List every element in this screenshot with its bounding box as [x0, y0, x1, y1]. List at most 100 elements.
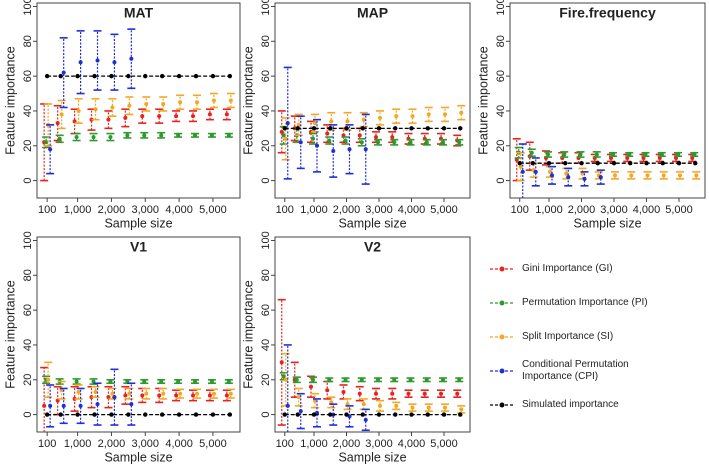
legend-label: Gini Importance (GI) — [522, 263, 613, 274]
error-bar — [424, 403, 433, 412]
simulated-point — [109, 412, 114, 417]
error-bar — [59, 387, 68, 425]
point — [226, 379, 231, 384]
error-bar — [457, 104, 466, 121]
error-bar — [142, 96, 151, 112]
legend-symbol — [490, 266, 514, 272]
simulated-point — [75, 73, 80, 79]
error-bar — [357, 138, 366, 147]
point — [392, 377, 397, 382]
point — [125, 133, 130, 138]
error-bar — [44, 103, 53, 147]
point — [394, 114, 399, 119]
point — [279, 360, 284, 365]
simulated-point — [176, 412, 182, 417]
y-tick-label: 60 — [22, 70, 34, 82]
point — [410, 405, 415, 410]
simulated-point — [210, 412, 216, 417]
simulated-point — [109, 73, 114, 79]
simulated-point — [44, 412, 50, 417]
simulated-point — [441, 412, 447, 417]
simulated-point — [693, 160, 698, 166]
point — [390, 135, 395, 140]
point — [178, 100, 183, 105]
point — [327, 377, 332, 382]
point — [311, 377, 315, 382]
simulated-point — [360, 412, 365, 417]
point — [692, 152, 697, 157]
error-bar — [76, 30, 85, 95]
error-bar — [57, 99, 66, 130]
point — [378, 403, 382, 408]
error-bar — [580, 171, 589, 187]
point — [529, 150, 534, 155]
x-tick-label: 3,000 — [132, 438, 160, 450]
point — [57, 136, 62, 141]
simulated-point — [282, 126, 287, 131]
point — [93, 389, 98, 394]
legend-item: Permutation Importance (PI) — [488, 286, 703, 320]
point — [311, 136, 315, 141]
simulated-point — [282, 412, 287, 417]
y-tick-label: 100 — [22, 231, 34, 249]
point — [93, 107, 98, 112]
point — [279, 129, 284, 134]
error-bar — [281, 117, 290, 161]
error-bar — [40, 366, 49, 432]
error-bar — [392, 108, 401, 124]
legend-dot — [499, 266, 505, 272]
simulated-point — [44, 73, 50, 79]
y-tick-label: 20 — [22, 140, 34, 152]
legend-label: Conditional Permutation Importance (CPI) — [522, 359, 629, 382]
point — [191, 393, 196, 398]
point — [191, 114, 196, 119]
legend-dot — [499, 368, 505, 374]
point — [390, 391, 395, 396]
error-bar — [44, 361, 53, 398]
point — [376, 140, 380, 145]
simulated-point — [143, 73, 148, 79]
x-axis-label: Sample size — [104, 450, 172, 464]
error-bar — [283, 344, 292, 432]
point — [374, 391, 378, 396]
point — [327, 138, 332, 143]
x-tick-label: 1,000 — [535, 204, 563, 216]
point — [457, 140, 462, 145]
point — [309, 384, 313, 389]
y-tick-label: 40 — [22, 105, 34, 117]
panel-title: MAT — [124, 5, 154, 21]
error-bar — [89, 132, 98, 142]
point — [78, 403, 83, 408]
error-bar — [307, 375, 315, 398]
simulated-point — [458, 126, 463, 131]
simulated-point — [344, 412, 349, 417]
simulated-point — [376, 412, 382, 417]
y-tick-label: 80 — [22, 269, 34, 281]
point — [74, 379, 79, 384]
point — [357, 133, 362, 138]
simulated-point — [393, 126, 398, 131]
error-bar — [441, 403, 449, 412]
legend-item: Split Importance (SI) — [488, 320, 703, 354]
point — [347, 147, 352, 152]
legend-dot — [499, 300, 505, 306]
point — [123, 393, 128, 398]
plot-frame — [274, 2, 471, 199]
point — [281, 374, 286, 379]
x-tick-label: 3,000 — [365, 204, 393, 216]
simulated-point — [311, 126, 317, 131]
point — [676, 152, 680, 157]
error-bar — [376, 110, 384, 126]
error-bar — [294, 113, 303, 137]
y-tick-label: 40 — [22, 339, 34, 351]
y-tick-label: 100 — [260, 0, 272, 16]
plot-frame — [274, 236, 471, 433]
error-bar — [361, 408, 370, 432]
point — [359, 140, 364, 145]
x-tick-label: 3,000 — [365, 438, 393, 450]
point — [78, 60, 83, 65]
simulated-point — [458, 412, 463, 417]
error-bar — [392, 401, 401, 411]
panel-title: V2 — [364, 239, 381, 255]
